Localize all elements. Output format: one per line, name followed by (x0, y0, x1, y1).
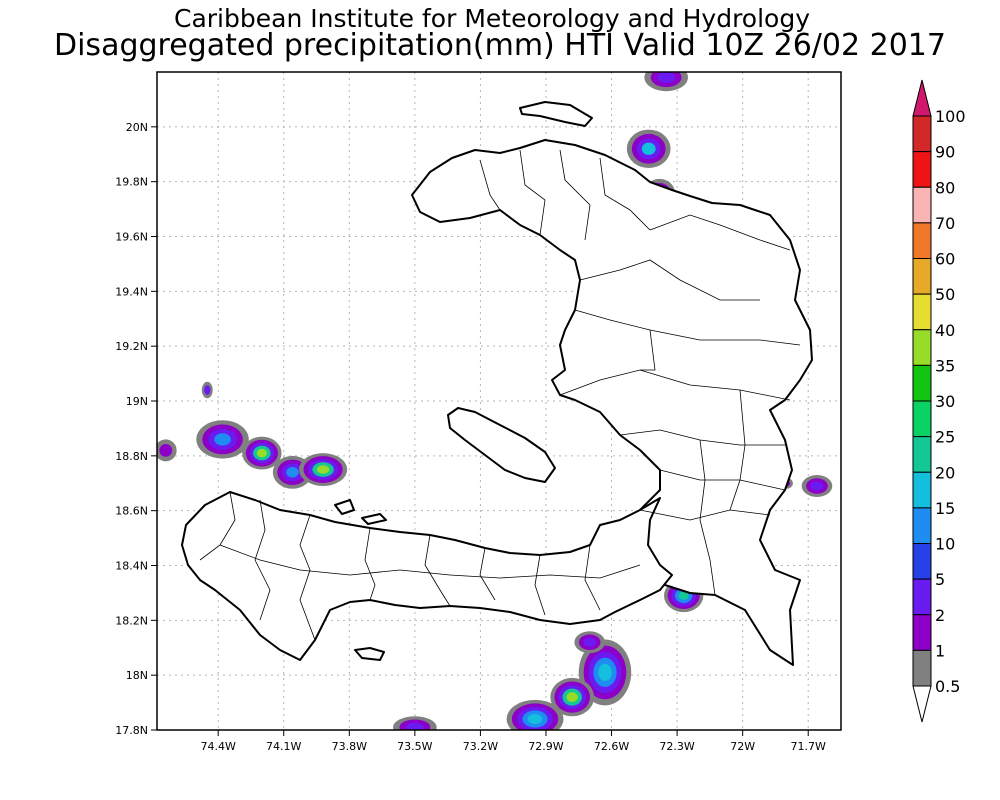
lat-tick-label: 19.4N (115, 285, 148, 298)
legend-swatch (912, 293, 932, 331)
precip-cell (393, 716, 437, 730)
lat-tick-label: 20N (126, 121, 148, 134)
legend-swatch (912, 507, 932, 544)
precip-cell (196, 420, 249, 459)
precip-contour (214, 433, 231, 446)
legend-swatch (912, 614, 932, 651)
title-product: Disaggregated precipitation(mm) HTI Vali… (54, 28, 946, 63)
legend-label: 2 (935, 606, 945, 625)
legend-label: 80 (935, 178, 955, 197)
legend-label: 10 (935, 535, 955, 554)
lon-tick-label: 72.3W (659, 740, 694, 753)
title-institute: Caribbean Institute for Meteorology and … (174, 4, 810, 33)
legend-swatch (912, 186, 932, 224)
lat-tick-label: 19.6N (115, 231, 148, 244)
legend-label: 100 (935, 107, 966, 126)
lat-tick-label: 17.8N (115, 724, 148, 737)
precip-cell (506, 699, 564, 730)
precip-cell (626, 129, 671, 168)
legend-label: 1 (935, 641, 945, 660)
precip-contour (641, 142, 656, 155)
precip-cell (242, 436, 282, 470)
haiti-mainland (411, 139, 813, 666)
precip-cell (201, 381, 213, 399)
haiti-southern-peninsula (181, 491, 673, 661)
lat-tick-label: 19N (126, 395, 148, 408)
precip-contour (256, 448, 267, 458)
legend-swatch (912, 364, 932, 402)
gonave-island (447, 407, 556, 483)
precip-contour (405, 722, 424, 730)
precip-cell (157, 439, 177, 462)
admin-boundaries (199, 149, 801, 641)
lon-axis: 74.4W 74.1W 73.8W 73.5W 73.2W 72.9W 72.6W 72.3W… (201, 730, 826, 753)
legend-label: 15 (935, 499, 955, 518)
legend-label: 40 (935, 321, 955, 340)
lon-tick-label: 72W (730, 740, 755, 753)
precip-contour (527, 714, 543, 725)
legend-swatch (912, 471, 932, 509)
lon-tick-label: 72.6W (594, 740, 629, 753)
legend-label: 25 (935, 428, 955, 447)
legend-label: 50 (935, 285, 955, 304)
precip-contour (566, 692, 578, 703)
legend-label: 30 (935, 392, 955, 411)
precip-cell (801, 475, 833, 497)
precip-contour (598, 663, 612, 681)
ile-a-vache (354, 647, 385, 661)
legend-label: 90 (935, 143, 955, 162)
lon-tick-label: 73.2W (463, 740, 498, 753)
precip-cell (550, 677, 595, 717)
legend-swatch (912, 115, 932, 153)
precip-contour (316, 465, 330, 474)
precip-contour (204, 385, 211, 395)
precip-cell (299, 453, 348, 486)
legend-swatch (912, 329, 932, 366)
lat-tick-label: 18N (126, 669, 148, 682)
legend-swatch (912, 400, 932, 438)
lon-tick-label: 73.8W (332, 740, 367, 753)
lat-tick-label: 19.2N (115, 340, 148, 353)
legend-bottom-arrow (912, 685, 932, 723)
legend-label: 5 (935, 570, 945, 589)
legend-label: 35 (935, 356, 955, 375)
lat-tick-label: 18.6N (115, 505, 148, 518)
precip-contour (286, 467, 299, 478)
legend-swatch (912, 258, 932, 295)
lat-tick-label: 18.8N (115, 450, 148, 463)
precip-contour (657, 72, 676, 84)
precip-contour (583, 637, 596, 647)
legend-label: 60 (935, 250, 955, 269)
lat-tick-label: 19.8N (115, 176, 148, 189)
lon-tick-label: 73.5W (397, 740, 432, 753)
haiti-landmass (181, 101, 813, 666)
tortuga-island (519, 101, 593, 127)
lon-tick-label: 71.7W (791, 740, 826, 753)
cayemites-islands (334, 499, 387, 525)
precip-contour (678, 591, 689, 600)
legend-swatch (912, 578, 932, 616)
legend-swatch (912, 222, 932, 259)
lon-tick-label: 74.1W (266, 740, 301, 753)
legend-swatch (912, 543, 932, 580)
legend-swatch (912, 649, 932, 687)
lat-tick-label: 18.4N (115, 560, 148, 573)
legend-label: 70 (935, 214, 955, 233)
precip-contour (159, 443, 173, 457)
precip-cell (644, 72, 689, 92)
legend-top-arrow (912, 79, 932, 117)
precip-contour (810, 481, 824, 491)
precip-cell (574, 631, 605, 654)
lat-axis: 17.8N 18N 18.2N 18.4N 18.6N 18.8N 19N 19.2N 19.4… (115, 121, 157, 737)
lon-tick-label: 74.4W (201, 740, 236, 753)
legend-swatch (912, 436, 932, 473)
legend-label: 20 (935, 463, 955, 482)
lon-tick-label: 72.9W (528, 740, 563, 753)
legend-label: 0.5 (935, 677, 960, 696)
lat-tick-label: 18.2N (115, 614, 148, 627)
legend-swatch (912, 151, 932, 188)
